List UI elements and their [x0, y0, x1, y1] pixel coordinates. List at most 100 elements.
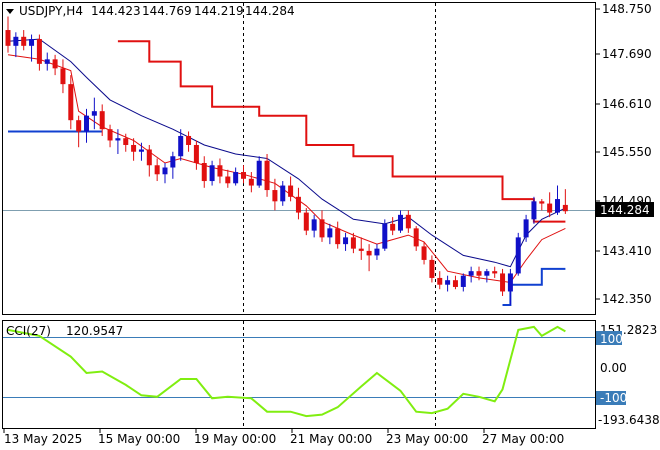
candle-body — [209, 165, 215, 182]
candle — [225, 169, 231, 188]
stop-line-blue — [502, 267, 566, 306]
time-tick: 13 May 2025 — [4, 432, 82, 446]
candle — [44, 52, 50, 71]
candle-body — [547, 203, 553, 213]
candle — [186, 131, 192, 152]
candle-body — [562, 204, 568, 212]
collapse-triangle-icon[interactable] — [6, 9, 14, 14]
candle — [193, 140, 199, 170]
price-tick: 142.350 — [602, 292, 652, 306]
candle-body — [178, 135, 184, 157]
candle — [539, 199, 545, 211]
candle-body — [288, 185, 294, 197]
candle — [84, 108, 89, 143]
candle-body — [162, 167, 168, 175]
candle — [311, 214, 317, 238]
candle-body — [303, 212, 309, 231]
candle-body — [225, 176, 231, 184]
candle — [52, 54, 58, 76]
candle-body — [123, 138, 129, 145]
candle-body — [437, 277, 443, 285]
candle-body — [476, 271, 482, 276]
candle-body — [343, 237, 349, 245]
candle — [162, 163, 168, 184]
candle — [303, 208, 309, 236]
candle — [91, 97, 97, 130]
candle — [515, 232, 521, 276]
candle-body — [366, 250, 372, 256]
candle — [562, 189, 568, 214]
price-scale: 148.750 147.690 146.610 145.550 144.490 … — [596, 2, 654, 306]
candle — [437, 271, 443, 290]
candle-body — [358, 248, 364, 251]
candle-body — [193, 144, 199, 164]
candle — [531, 196, 537, 224]
candle — [241, 165, 246, 184]
candle — [13, 32, 19, 58]
moving-average-slow — [7, 38, 566, 268]
candle-body — [60, 68, 66, 85]
candle-body — [248, 178, 254, 186]
candle-body — [335, 228, 341, 245]
candle — [523, 214, 529, 242]
candle — [209, 160, 215, 186]
price-tick: 147.690 — [602, 47, 652, 61]
candle — [131, 138, 137, 161]
candle-body — [523, 219, 529, 238]
candle — [547, 192, 553, 218]
candle — [390, 217, 396, 236]
candle-body — [264, 160, 270, 191]
candle-body — [241, 172, 246, 179]
candle — [154, 158, 160, 182]
candle — [343, 232, 349, 251]
candle — [60, 59, 66, 94]
candle-body — [107, 129, 113, 141]
time-tick: 19 May 00:00 — [194, 432, 276, 446]
time-tick: 15 May 00:00 — [98, 432, 180, 446]
candle — [288, 176, 294, 202]
candle — [178, 129, 184, 161]
candle-body — [311, 219, 317, 231]
candle — [201, 156, 207, 188]
candle-body — [201, 163, 207, 182]
candle-body — [272, 190, 278, 202]
candle-body — [13, 36, 19, 46]
cci-line — [7, 325, 566, 418]
cci-panel — [2, 320, 596, 429]
candle — [272, 178, 278, 211]
candle — [138, 142, 144, 161]
candle — [217, 158, 223, 184]
candle-body — [460, 275, 466, 287]
candle-body — [68, 84, 74, 121]
candle-body — [170, 156, 176, 168]
candle — [555, 185, 560, 215]
time-tick: 27 May 00:00 — [482, 432, 564, 446]
high-value: 144.769 — [142, 4, 192, 18]
candle — [398, 210, 403, 233]
candle — [5, 16, 11, 53]
candle-body — [138, 149, 144, 152]
price-tick: 146.610 — [602, 97, 652, 111]
candle — [476, 266, 482, 281]
cci-tick: 0.00 — [600, 361, 627, 375]
candle — [170, 151, 176, 179]
candle — [295, 187, 301, 220]
candle-body — [52, 59, 58, 69]
candle-body — [555, 199, 560, 213]
candle-body — [154, 165, 160, 175]
candle-body — [91, 111, 97, 116]
main-panel — [2, 2, 596, 315]
candle — [421, 241, 427, 265]
candle-body — [492, 271, 498, 274]
candle — [99, 104, 105, 136]
candle — [21, 30, 27, 51]
candle-body — [413, 228, 419, 247]
time-axis: 13 May 2025 15 May 00:00 19 May 00:00 21… — [3, 429, 564, 446]
candle — [507, 268, 513, 305]
candle — [107, 124, 113, 148]
candle — [123, 133, 129, 152]
candle — [248, 172, 254, 193]
candle — [264, 153, 270, 197]
cci-tick: -193.6438 — [598, 413, 660, 427]
